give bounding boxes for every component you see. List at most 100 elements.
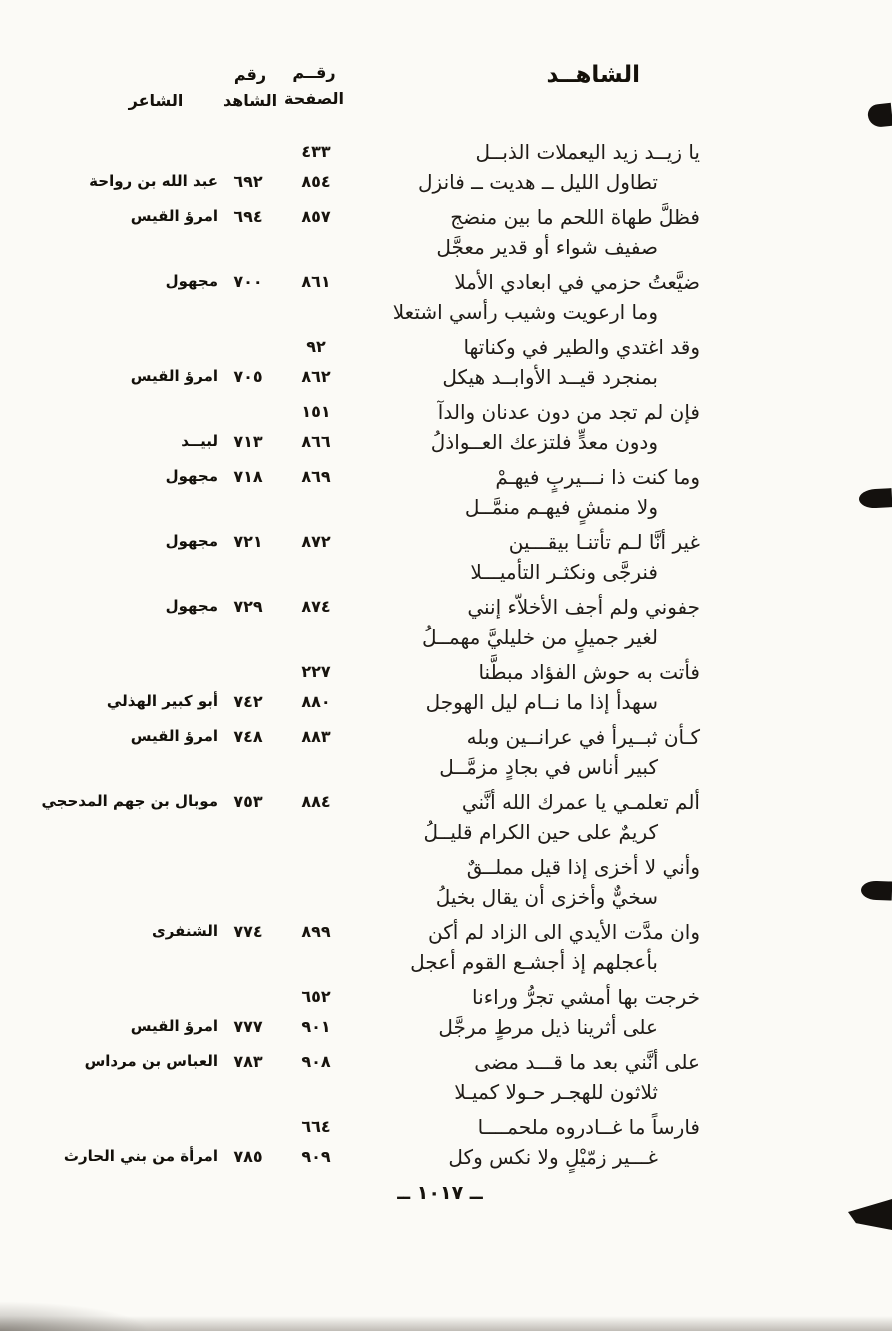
witness-number: ٧٤٨ xyxy=(233,727,263,746)
witness-number: ٧١٣ xyxy=(233,432,263,451)
entry-line-2: ثلاثون للهجـر حـولا كميـلا xyxy=(0,1078,892,1108)
page-number: ٩٠٩ xyxy=(301,1147,331,1166)
page-number: ٨٦٦ xyxy=(301,432,331,451)
witness-number: ٧١٨ xyxy=(233,467,263,486)
verse-text: يا زيــد زيد اليعملات الذبــل xyxy=(475,140,701,164)
witness-number: ٧٥٣ xyxy=(233,792,263,811)
page-number: ٨٧٢ xyxy=(301,532,331,551)
column-header-witness-number-line1: رقم xyxy=(233,65,267,84)
entry-line-2: ولا منمشٍ فيهـم منمَّــل xyxy=(0,493,892,523)
verse-text: فارساً ما غــادروه ملحمــــا xyxy=(477,1115,700,1139)
column-header-page-number-line1: رقــم xyxy=(292,63,336,82)
verse-text: سهدأ إذا ما نــام ليل الهوجل xyxy=(425,690,658,714)
witness-entry: خرجت بها أمشي تجرُّ وراءنا ٦٥٢ على أثرين… xyxy=(0,983,892,1043)
entry-line-1: على أنَّني بعد ما قـــد مضى ٩٠٨ ٧٨٣ العب… xyxy=(0,1048,892,1078)
column-header-page-number: رقــم الصفحة xyxy=(278,60,350,112)
poet-name: عبد الله بن رواحة xyxy=(89,172,218,190)
verse-text: بأعجلهم إذ أجشـع القوم أعجل xyxy=(410,950,658,974)
page-number: ٦٥٢ xyxy=(301,987,331,1006)
witness-number: ٧٧٧ xyxy=(233,1017,263,1036)
verse-text: وما ارعويت وشيب رأسي اشتعلا xyxy=(392,300,658,324)
poet-name: الشنفرى xyxy=(151,922,218,940)
verse-text: على أنَّني بعد ما قـــد مضى xyxy=(474,1050,700,1074)
column-header-poet: الشاعر xyxy=(128,91,184,110)
entry-line-2: بمنجرد قيــد الأوابــد هيكل ٨٦٢ ٧٠٥ امرؤ… xyxy=(0,363,892,393)
verse-text: سخيٌّ وأخزى أن يقال بخيلُ xyxy=(435,885,658,909)
witness-number: ٧٠٠ xyxy=(233,272,263,291)
entry-line-2: ودون معدٍّ فلتزعك العــواذلُ ٨٦٦ ٧١٣ لبي… xyxy=(0,428,892,458)
entry-line-2: كريمٌ على حين الكرام قليــلُ xyxy=(0,818,892,848)
page-number: ٨٦٩ xyxy=(301,467,331,486)
verse-text: تطاول الليل ــ هديت ــ فانزل xyxy=(418,170,658,194)
witness-entry: فأتت به حوش الفؤاد مبطَّنا ٢٢٧ سهدأ إذا … xyxy=(0,658,892,718)
witness-number: ٧٠٥ xyxy=(233,367,263,386)
witness-entry: يا زيــد زيد اليعملات الذبــل ٤٣٣ تطاول … xyxy=(0,138,892,198)
entry-line-2: على أثرينا ذيل مرطٍ مرجَّل ٩٠١ ٧٧٧ امرؤ … xyxy=(0,1013,892,1043)
ink-blob-artifact xyxy=(858,488,892,509)
witness-entry: فإن لم تجد من دون عدنان والدآ ١٥١ ودون م… xyxy=(0,398,892,458)
verse-text: فإن لم تجد من دون عدنان والدآ xyxy=(437,400,700,424)
verse-text: وأني لا أخزى إذا قيل مملــقٌ xyxy=(466,855,700,879)
verse-text: جفوني ولم أجف الأخلاّء إنني xyxy=(467,595,700,619)
page-number: ٨٧٤ xyxy=(301,597,331,616)
poet-name: امرؤ القيس xyxy=(130,367,218,385)
witness-entry: جفوني ولم أجف الأخلاّء إنني ٨٧٤ ٧٢٩ مجهو… xyxy=(0,593,892,653)
ink-blob-artifact xyxy=(866,102,892,129)
page-number: ٩٠٨ xyxy=(301,1052,331,1071)
poet-name: مجهول xyxy=(165,532,218,550)
poet-name: مجهول xyxy=(165,467,218,485)
page-number: ٩٢ xyxy=(306,337,326,356)
entry-line-1: فإن لم تجد من دون عدنان والدآ ١٥١ xyxy=(0,398,892,428)
witness-number: ٧٧٤ xyxy=(233,922,263,941)
page-number: ١٥١ xyxy=(301,402,331,421)
column-header-page-number-line2: الصفحة xyxy=(283,89,344,108)
page-number: ٩٠١ xyxy=(301,1017,331,1036)
entry-line-2: فنرجَّى ونكثـر التأميـــلا xyxy=(0,558,892,588)
entry-line-1: كـأن ثبــيرأ في عرانــين وبله ٨٨٣ ٧٤٨ ام… xyxy=(0,723,892,753)
verse-text: ثلاثون للهجـر حـولا كميـلا xyxy=(454,1080,658,1104)
entry-line-2: بأعجلهم إذ أجشـع القوم أعجل xyxy=(0,948,892,978)
entry-line-2: لغير جميلٍ من خليليَّ مهمــلُ xyxy=(0,623,892,653)
witness-entry: على أنَّني بعد ما قـــد مضى ٩٠٨ ٧٨٣ العب… xyxy=(0,1048,892,1108)
poet-name: مجهول xyxy=(165,597,218,615)
witness-number: ٧٨٣ xyxy=(233,1052,263,1071)
entry-line-1: وأني لا أخزى إذا قيل مملــقٌ xyxy=(0,853,892,883)
page-number: ٨٦١ xyxy=(301,272,331,291)
witness-number: ٧٢٩ xyxy=(233,597,263,616)
entry-line-1: جفوني ولم أجف الأخلاّء إنني ٨٧٤ ٧٢٩ مجهو… xyxy=(0,593,892,623)
page-number: ٦٦٤ xyxy=(301,1117,331,1136)
witness-entry: ضيَّعتُ حزمي في ابعادي الأملا ٨٦١ ٧٠٠ مج… xyxy=(0,268,892,328)
verse-text: وقد اغتدي والطير في وكناتها xyxy=(463,335,700,359)
entry-line-2: سهدأ إذا ما نــام ليل الهوجل ٨٨٠ ٧٤٢ أبو… xyxy=(0,688,892,718)
verse-text: فنرجَّى ونكثـر التأميـــلا xyxy=(470,560,658,584)
witness-entry: وان مدَّت الأيدي الى الزاد لم أكن ٨٩٩ ٧٧… xyxy=(0,918,892,978)
verse-text: ضيَّعتُ حزمي في ابعادي الأملا xyxy=(454,270,700,294)
entry-line-1: وان مدَّت الأيدي الى الزاد لم أكن ٨٩٩ ٧٧… xyxy=(0,918,892,948)
witness-entry: ألم تعلمـي يا عمرك الله أنَّني ٨٨٤ ٧٥٣ م… xyxy=(0,788,892,848)
verse-text: ودون معدٍّ فلتزعك العــواذلُ xyxy=(430,430,658,454)
footer-page-number: ــ ١٠١٧ ــ xyxy=(397,1182,483,1204)
scan-shadow-corner xyxy=(0,1301,150,1331)
verse-text: غير أنَّا لـم تأتنـا بيقـــين xyxy=(508,530,700,554)
witness-number: ٧٨٥ xyxy=(233,1147,263,1166)
page-number: ٢٢٧ xyxy=(301,662,331,681)
verse-text: غـــير زمّيْلٍ ولا نكس وكل xyxy=(448,1145,658,1169)
page-number: ٤٣٣ xyxy=(301,142,331,161)
entry-line-1: فأتت به حوش الفؤاد مبطَّنا ٢٢٧ xyxy=(0,658,892,688)
page-number: ٨٨٣ xyxy=(301,727,331,746)
entry-line-1: خرجت بها أمشي تجرُّ وراءنا ٦٥٢ xyxy=(0,983,892,1013)
page-number: ٨٨٠ xyxy=(301,692,331,711)
page-number: ٨٥٤ xyxy=(301,172,331,191)
entry-line-1: ألم تعلمـي يا عمرك الله أنَّني ٨٨٤ ٧٥٣ م… xyxy=(0,788,892,818)
verse-text: فظلَّ طهاة اللحم ما بين منضج xyxy=(450,205,700,229)
entry-line-1: وما كنت ذا نـــيربٍ فيهـمْ ٨٦٩ ٧١٨ مجهول xyxy=(0,463,892,493)
entry-line-2: صفيف شواء أو قدير معجَّل xyxy=(0,233,892,263)
column-header-witness-number: رقم الشاهد xyxy=(214,62,286,114)
witness-entry: غير أنَّا لـم تأتنـا بيقـــين ٨٧٢ ٧٢١ مج… xyxy=(0,528,892,588)
column-header-witness-number-line2: الشاهد xyxy=(222,91,278,110)
page-title: الشاهــد xyxy=(546,62,640,88)
witness-entry: وقد اغتدي والطير في وكناتها ٩٢ بمنجرد قي… xyxy=(0,333,892,393)
entry-line-2: وما ارعويت وشيب رأسي اشتعلا xyxy=(0,298,892,328)
poet-name: امرؤ القيس xyxy=(130,1017,218,1035)
